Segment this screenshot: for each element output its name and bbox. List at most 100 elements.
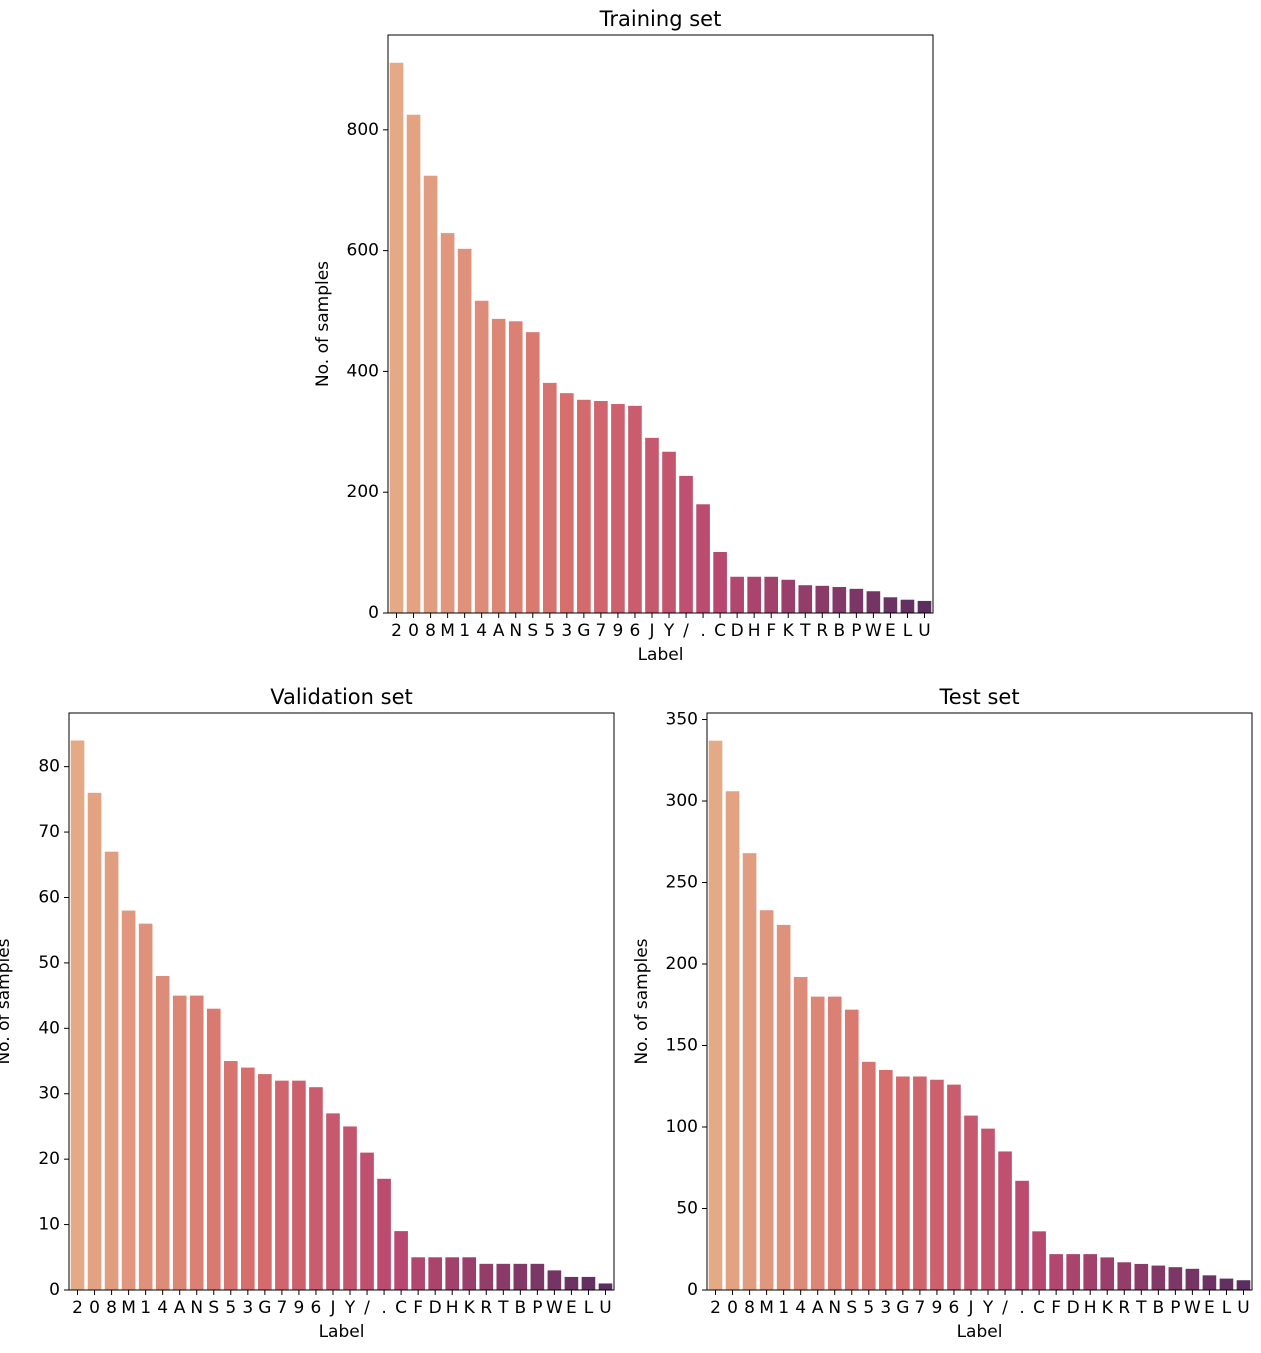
bar bbox=[474, 300, 489, 613]
x-tick-label: Y bbox=[982, 1298, 994, 1318]
x-tick-label: 7 bbox=[595, 621, 606, 641]
x-tick-label: M bbox=[440, 621, 455, 641]
x-tick-label: 3 bbox=[880, 1298, 891, 1318]
bar bbox=[628, 405, 642, 613]
x-tick-label: G bbox=[896, 1298, 909, 1318]
x-tick-label: B bbox=[833, 621, 845, 641]
x-tick-label: 7 bbox=[914, 1298, 925, 1318]
y-tick-label: 70 bbox=[38, 822, 60, 842]
x-tick-label: P bbox=[851, 621, 861, 641]
x-tick-label: T bbox=[799, 621, 811, 641]
x-tick-label: 4 bbox=[476, 621, 487, 641]
bar bbox=[1134, 1263, 1149, 1290]
bar bbox=[1151, 1265, 1166, 1290]
x-tick-label: R bbox=[816, 621, 828, 641]
chart-title: Test set bbox=[938, 685, 1019, 709]
x-tick-label: D bbox=[731, 621, 744, 641]
x-tick-label: 4 bbox=[795, 1298, 806, 1318]
x-tick-label: 9 bbox=[294, 1298, 305, 1318]
bar bbox=[896, 1076, 910, 1290]
x-tick-label: 6 bbox=[311, 1298, 322, 1318]
x-tick-label: 4 bbox=[157, 1298, 168, 1318]
x-tick-label: H bbox=[446, 1298, 459, 1318]
bar bbox=[1185, 1268, 1200, 1290]
x-tick-label: W bbox=[1184, 1298, 1201, 1318]
y-tick-label: 150 bbox=[666, 1036, 698, 1056]
bar bbox=[440, 233, 455, 613]
bar bbox=[406, 114, 421, 614]
x-tick-label: 2 bbox=[391, 621, 402, 641]
x-tick-label: 8 bbox=[425, 621, 436, 641]
x-tick-label: 3 bbox=[561, 621, 572, 641]
bar bbox=[662, 451, 676, 613]
x-tick-label: L bbox=[903, 621, 913, 641]
x-tick-label: . bbox=[700, 621, 705, 641]
x-tick-label: U bbox=[599, 1298, 611, 1318]
x-tick-label: W bbox=[546, 1298, 563, 1318]
bar bbox=[1049, 1254, 1063, 1290]
bar bbox=[275, 1080, 289, 1290]
x-tick-label: 8 bbox=[744, 1298, 755, 1318]
bar bbox=[121, 910, 136, 1290]
y-tick-label: 100 bbox=[666, 1117, 698, 1137]
x-tick-label: C bbox=[1033, 1298, 1045, 1318]
x-tick-label: 0 bbox=[727, 1298, 738, 1318]
y-tick-label: 0 bbox=[368, 603, 379, 623]
x-tick-label: N bbox=[190, 1298, 203, 1318]
bar bbox=[713, 551, 727, 613]
y-tick-label: 0 bbox=[49, 1280, 60, 1300]
bar bbox=[189, 995, 204, 1290]
x-tick-label: 5 bbox=[225, 1298, 236, 1318]
x-tick-label: D bbox=[429, 1298, 442, 1318]
x-tick-label: S bbox=[527, 621, 538, 641]
bar bbox=[457, 248, 472, 613]
x-tick-label: . bbox=[1019, 1298, 1024, 1318]
bar bbox=[1032, 1231, 1046, 1290]
y-tick-label: 200 bbox=[347, 482, 379, 502]
bar bbox=[206, 1008, 221, 1290]
bar bbox=[428, 1257, 442, 1290]
bar bbox=[104, 851, 119, 1290]
bar bbox=[491, 318, 506, 613]
bar bbox=[913, 1076, 927, 1290]
y-tick-label: 300 bbox=[666, 791, 698, 811]
bar bbox=[462, 1257, 477, 1290]
bar bbox=[1168, 1267, 1183, 1290]
x-tick-label: 7 bbox=[276, 1298, 287, 1318]
bar bbox=[879, 1069, 893, 1290]
x-tick-label: N bbox=[828, 1298, 841, 1318]
axes-frame bbox=[706, 712, 1253, 1291]
bar bbox=[343, 1126, 357, 1290]
x-tick-label: L bbox=[1222, 1298, 1232, 1318]
bar bbox=[513, 1263, 528, 1290]
bar bbox=[866, 591, 881, 613]
bar bbox=[496, 1263, 511, 1290]
x-tick-label: B bbox=[1152, 1298, 1164, 1318]
bar bbox=[423, 175, 438, 613]
bar bbox=[781, 579, 796, 613]
bar bbox=[594, 401, 608, 613]
x-tick-label: A bbox=[174, 1298, 186, 1318]
bar bbox=[696, 504, 710, 613]
bar bbox=[883, 597, 898, 613]
x-tick-label: E bbox=[885, 621, 896, 641]
x-tick-label: J bbox=[329, 1298, 335, 1318]
x-tick-label: K bbox=[783, 621, 795, 641]
bar bbox=[87, 792, 102, 1290]
bar bbox=[964, 1115, 978, 1290]
x-tick-label: E bbox=[1204, 1298, 1215, 1318]
x-tick-label: U bbox=[918, 621, 930, 641]
bar bbox=[1066, 1254, 1080, 1290]
y-tick-label: 80 bbox=[38, 757, 60, 777]
chart-title: Validation set bbox=[270, 685, 412, 709]
x-tick-label: 6 bbox=[949, 1298, 960, 1318]
x-tick-label: 5 bbox=[544, 621, 555, 641]
bar bbox=[793, 977, 808, 1290]
bar bbox=[849, 588, 864, 613]
bar bbox=[292, 1080, 306, 1290]
bar bbox=[560, 393, 574, 613]
bar bbox=[598, 1283, 613, 1290]
bar bbox=[1083, 1254, 1098, 1290]
bar bbox=[241, 1067, 255, 1290]
